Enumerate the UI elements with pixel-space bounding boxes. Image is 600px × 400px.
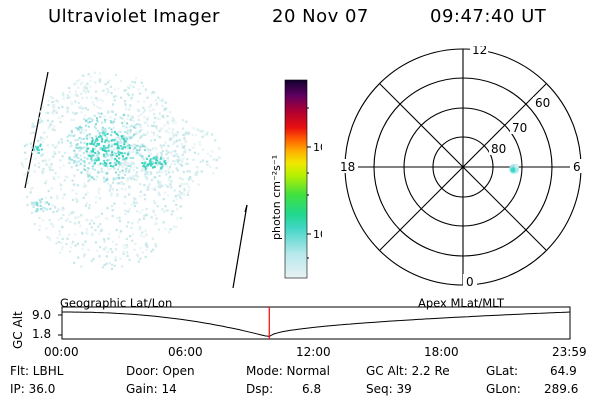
image-boundary-left — [24, 71, 49, 189]
xtick-1200: 12:00 — [296, 345, 331, 359]
colorbar-tick-100: 100 — [313, 141, 322, 154]
gain-value: Gain: 14 — [126, 382, 177, 396]
lat-label-80: 80 — [491, 142, 506, 156]
aurora-speckle-cloud — [20, 71, 221, 270]
glat-label: GLat: — [486, 364, 519, 378]
mlt-label-0: 0 — [466, 275, 474, 289]
timeline-ymin: 1.8 — [32, 327, 51, 341]
xtick-2359: 23:59 — [552, 345, 587, 359]
date-label: 20 Nov 07 — [272, 6, 369, 27]
mlt-label-12: 12 — [472, 46, 487, 57]
polar-plot: 12 18 6 0 60 70 80 — [340, 46, 584, 289]
gc-alt-value: GC Alt: 2.2 Re — [366, 364, 450, 378]
colorbar: 100 10 photon cm⁻²s⁻¹ — [270, 79, 322, 279]
mode-value: Mode: Normal — [246, 364, 330, 378]
time-label: 09:47:40 UT — [430, 6, 547, 27]
mlt-label-18: 18 — [340, 160, 355, 174]
timeline-frame — [61, 306, 571, 340]
xtick-0000: 00:00 — [44, 345, 79, 359]
timeline-panel: 9.0 1.8 GC Alt — [11, 306, 571, 349]
colorbar-gradient — [284, 79, 308, 279]
door-status: Door: Open — [126, 364, 195, 378]
altitude-curve — [62, 311, 571, 337]
glon-label: GLon: — [486, 382, 521, 396]
glat-value: 64.9 — [550, 364, 577, 378]
glon-value: 289.6 — [544, 382, 579, 396]
lat-label-60: 60 — [535, 96, 550, 110]
xtick-1800: 18:00 — [424, 345, 459, 359]
colorbar-units: photon cm⁻²s⁻¹ — [270, 155, 283, 240]
mlt-label-6: 6 — [573, 160, 581, 174]
dsp-value: 6.8 — [302, 382, 322, 396]
colorbar-tick-10: 10 — [313, 228, 322, 241]
app-title: Ultraviolet Imager — [48, 6, 220, 27]
timeline-axis-title: GC Alt — [11, 311, 25, 349]
lat-label-70: 70 — [512, 121, 527, 135]
dsp-label: Dsp: — [246, 382, 274, 396]
xtick-0600: 06:00 — [168, 345, 203, 359]
geographic-image — [20, 71, 248, 289]
image-boundary-right — [232, 204, 248, 289]
timeline-ymax: 9.0 — [32, 308, 51, 322]
filter-value: Flt: LBHL — [10, 364, 64, 378]
seq-value: Seq: 39 — [366, 382, 412, 396]
ip-value: IP: 36.0 — [10, 382, 56, 396]
